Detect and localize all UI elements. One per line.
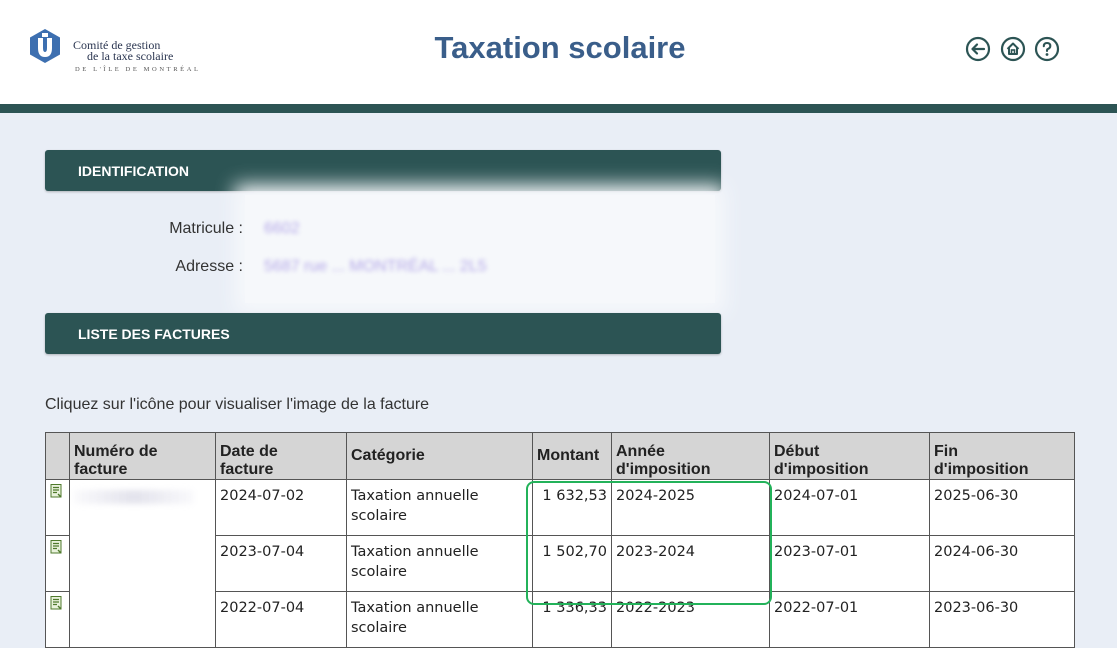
help-icon[interactable] [1034,36,1060,62]
amount-cell: 1 632,53 [532,479,612,536]
column-header-invoice-number: Numéro de facture [69,432,216,480]
logo-line-1: Comité de gestion [73,38,161,52]
identification-redacted-area [245,195,715,303]
invoice-date-cell: 2024-07-02 [215,479,347,536]
page-header: Comité de gestion de la taxe scolaire DE… [0,0,1117,104]
column-header-amount: Montant [532,432,612,480]
view-invoice-cell[interactable] [45,535,70,592]
table-header-row: Numéro de facture Date de facture Catégori… [45,432,1075,480]
adresse-label: Adresse : [175,258,243,275]
invoice-document-icon[interactable] [50,540,63,554]
instructions-text: Cliquez sur l'icône pour visualiser l'im… [45,396,430,413]
logo-text: Comité de gestion de la taxe scolaire DE… [73,38,201,75]
category-cell: Taxation annuelle scolaire [346,479,533,536]
matricule-value: 6602 [264,220,300,237]
page-title: Taxation scolaire [434,30,686,65]
tax-end-cell: 2023-06-30 [929,591,1075,648]
tax-end-cell: 2024-06-30 [929,535,1075,592]
header-divider [0,104,1117,113]
identification-section-title: IDENTIFICATION [45,150,721,191]
invoice-document-icon[interactable] [50,484,63,498]
invoice-date-cell: 2023-07-04 [215,535,347,592]
view-invoice-cell[interactable] [45,591,70,648]
logo-line-3: DE L'ÎLE DE MONTRÉAL [75,66,201,73]
logo-line-2: de la taxe scolaire [87,49,174,63]
column-header-tax-start: Début d'imposition [769,432,930,480]
adresse-value: 5687 rue ... MONTRÉAL ... 2L5 [264,258,487,275]
invoice-document-icon[interactable] [50,596,63,610]
invoice-list-section-title: LISTE DES FACTURES [45,313,721,354]
amount-cell: 1 336,33 [532,591,612,648]
invoice-number-redacted [69,479,216,648]
logo-icon [30,29,60,63]
tax-start-cell: 2023-07-01 [769,535,930,592]
tax-year-cell: 2024-2025 [611,479,770,536]
column-header-tax-end: Fin d'imposition [929,432,1075,480]
tax-end-cell: 2025-06-30 [929,479,1075,536]
view-invoice-cell[interactable] [45,479,70,536]
tax-year-cell: 2023-2024 [611,535,770,592]
tax-year-cell: 2022-2023 [611,591,770,648]
table-row: 2024-07-02 Taxation annuelle scolaire 1 6… [45,479,1075,648]
amount-cell: 1 502,70 [532,535,612,592]
column-header-tax-year: Année d'imposition [611,432,770,480]
category-cell: Taxation annuelle scolaire [346,535,533,592]
redacted-invoice-number [74,490,194,504]
tax-start-cell: 2022-07-01 [769,591,930,648]
matricule-label: Matricule : [169,220,243,237]
invoice-table: Numéro de facture Date de facture Catégori… [45,432,1075,648]
column-header-invoice-date: Date de facture [215,432,347,480]
column-header-category: Catégorie [346,432,533,480]
back-arrow-icon[interactable] [965,36,991,62]
tax-start-cell: 2024-07-01 [769,479,930,536]
category-cell: Taxation annuelle scolaire [346,591,533,648]
home-icon[interactable] [1000,36,1026,62]
invoice-date-cell: 2022-07-04 [215,591,347,648]
column-header-icon [45,432,70,480]
